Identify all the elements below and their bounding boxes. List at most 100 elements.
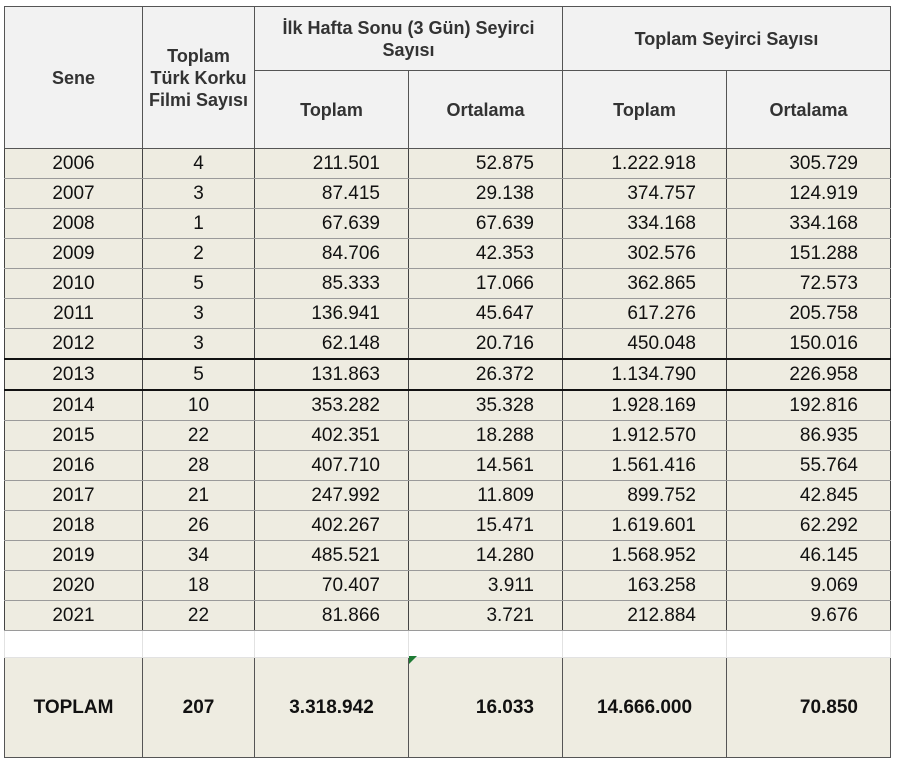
subheader-all-total[interactable]: Toplam bbox=[562, 70, 727, 149]
blank-cell[interactable] bbox=[142, 630, 255, 658]
cell-all-average[interactable]: 334.168 bbox=[726, 208, 891, 239]
cell-all-average[interactable]: 124.919 bbox=[726, 178, 891, 209]
cell-all-average[interactable]: 9.676 bbox=[726, 600, 891, 631]
cell-year[interactable]: 2014 bbox=[4, 390, 143, 421]
cell-year[interactable]: 2010 bbox=[4, 268, 143, 299]
cell-film-count[interactable]: 3 bbox=[142, 298, 255, 329]
cell-film-count[interactable]: 21 bbox=[142, 480, 255, 511]
cell-film-count[interactable]: 4 bbox=[142, 148, 255, 179]
header-film-count[interactable]: Toplam Türk Korku Filmi Sayısı bbox=[142, 6, 255, 149]
cell-opening-total[interactable]: 211.501 bbox=[254, 148, 409, 179]
blank-cell[interactable] bbox=[408, 630, 563, 658]
cell-all-total[interactable]: 1.222.918 bbox=[562, 148, 727, 179]
cell-film-count[interactable]: 2 bbox=[142, 238, 255, 269]
header-opening-weekend[interactable]: İlk Hafta Sonu (3 Gün) Seyirci Sayısı bbox=[254, 6, 563, 71]
cell-opening-average[interactable]: 45.647 bbox=[408, 298, 563, 329]
cell-all-average[interactable]: 55.764 bbox=[726, 450, 891, 481]
cell-opening-average[interactable]: 18.288 bbox=[408, 420, 563, 451]
cell-all-total[interactable]: 302.576 bbox=[562, 238, 727, 269]
cell-all-average[interactable]: 151.288 bbox=[726, 238, 891, 269]
total-opening-total[interactable]: 3.318.942 bbox=[254, 657, 409, 758]
cell-all-average[interactable]: 86.935 bbox=[726, 420, 891, 451]
cell-film-count[interactable]: 5 bbox=[142, 268, 255, 299]
cell-film-count[interactable]: 10 bbox=[142, 390, 255, 421]
cell-opening-average[interactable]: 52.875 bbox=[408, 148, 563, 179]
cell-all-average[interactable]: 150.016 bbox=[726, 328, 891, 360]
cell-film-count[interactable]: 18 bbox=[142, 570, 255, 601]
cell-all-average[interactable]: 42.845 bbox=[726, 480, 891, 511]
cell-all-total[interactable]: 899.752 bbox=[562, 480, 727, 511]
cell-opening-total[interactable]: 485.521 bbox=[254, 540, 409, 571]
cell-year[interactable]: 2020 bbox=[4, 570, 143, 601]
cell-opening-average[interactable]: 3.911 bbox=[408, 570, 563, 601]
cell-film-count[interactable]: 26 bbox=[142, 510, 255, 541]
cell-all-total[interactable]: 1.568.952 bbox=[562, 540, 727, 571]
cell-year[interactable]: 2021 bbox=[4, 600, 143, 631]
blank-cell[interactable] bbox=[254, 630, 409, 658]
cell-all-average[interactable]: 46.145 bbox=[726, 540, 891, 571]
subheader-all-average[interactable]: Ortalama bbox=[726, 70, 891, 149]
cell-opening-total[interactable]: 407.710 bbox=[254, 450, 409, 481]
cell-opening-average[interactable]: 3.721 bbox=[408, 600, 563, 631]
cell-opening-total[interactable]: 70.407 bbox=[254, 570, 409, 601]
cell-opening-total[interactable]: 62.148 bbox=[254, 328, 409, 360]
cell-year[interactable]: 2012 bbox=[4, 328, 143, 360]
cell-year[interactable]: 2018 bbox=[4, 510, 143, 541]
cell-opening-average[interactable]: 42.353 bbox=[408, 238, 563, 269]
cell-opening-average[interactable]: 11.809 bbox=[408, 480, 563, 511]
cell-all-total[interactable]: 1.134.790 bbox=[562, 359, 727, 391]
cell-opening-average[interactable]: 29.138 bbox=[408, 178, 563, 209]
cell-film-count[interactable]: 22 bbox=[142, 600, 255, 631]
cell-all-total[interactable]: 374.757 bbox=[562, 178, 727, 209]
cell-opening-average[interactable]: 26.372 bbox=[408, 359, 563, 391]
cell-opening-average[interactable]: 17.066 bbox=[408, 268, 563, 299]
cell-all-total[interactable]: 362.865 bbox=[562, 268, 727, 299]
cell-opening-total[interactable]: 402.351 bbox=[254, 420, 409, 451]
cell-film-count[interactable]: 22 bbox=[142, 420, 255, 451]
cell-opening-average[interactable]: 14.280 bbox=[408, 540, 563, 571]
cell-opening-total[interactable]: 402.267 bbox=[254, 510, 409, 541]
cell-year[interactable]: 2007 bbox=[4, 178, 143, 209]
cell-opening-average[interactable]: 35.328 bbox=[408, 390, 563, 421]
cell-opening-total[interactable]: 67.639 bbox=[254, 208, 409, 239]
cell-all-total[interactable]: 163.258 bbox=[562, 570, 727, 601]
cell-opening-total[interactable]: 85.333 bbox=[254, 268, 409, 299]
cell-film-count[interactable]: 3 bbox=[142, 178, 255, 209]
cell-all-average[interactable]: 192.816 bbox=[726, 390, 891, 421]
cell-all-total[interactable]: 1.619.601 bbox=[562, 510, 727, 541]
cell-year[interactable]: 2019 bbox=[4, 540, 143, 571]
cell-opening-average[interactable]: 15.471 bbox=[408, 510, 563, 541]
cell-film-count[interactable]: 5 bbox=[142, 359, 255, 391]
blank-cell[interactable] bbox=[4, 630, 143, 658]
total-opening-average[interactable]: 16.033 bbox=[408, 657, 563, 758]
cell-opening-total[interactable]: 353.282 bbox=[254, 390, 409, 421]
cell-year[interactable]: 2006 bbox=[4, 148, 143, 179]
cell-year[interactable]: 2011 bbox=[4, 298, 143, 329]
cell-opening-total[interactable]: 247.992 bbox=[254, 480, 409, 511]
total-label[interactable]: TOPLAM bbox=[4, 657, 143, 758]
subheader-opening-average[interactable]: Ortalama bbox=[408, 70, 563, 149]
cell-all-total[interactable]: 1.561.416 bbox=[562, 450, 727, 481]
cell-opening-average[interactable]: 14.561 bbox=[408, 450, 563, 481]
cell-opening-total[interactable]: 136.941 bbox=[254, 298, 409, 329]
cell-year[interactable]: 2013 bbox=[4, 359, 143, 391]
cell-opening-total[interactable]: 131.863 bbox=[254, 359, 409, 391]
cell-opening-total[interactable]: 87.415 bbox=[254, 178, 409, 209]
cell-opening-average[interactable]: 20.716 bbox=[408, 328, 563, 360]
cell-film-count[interactable]: 3 bbox=[142, 328, 255, 360]
cell-all-average[interactable]: 72.573 bbox=[726, 268, 891, 299]
cell-all-average[interactable]: 205.758 bbox=[726, 298, 891, 329]
cell-all-total[interactable]: 334.168 bbox=[562, 208, 727, 239]
cell-all-average[interactable]: 226.958 bbox=[726, 359, 891, 391]
blank-cell[interactable] bbox=[562, 630, 727, 658]
cell-film-count[interactable]: 28 bbox=[142, 450, 255, 481]
header-year[interactable]: Sene bbox=[4, 6, 143, 149]
cell-year[interactable]: 2016 bbox=[4, 450, 143, 481]
cell-opening-average[interactable]: 67.639 bbox=[408, 208, 563, 239]
cell-year[interactable]: 2015 bbox=[4, 420, 143, 451]
cell-opening-total[interactable]: 81.866 bbox=[254, 600, 409, 631]
cell-opening-total[interactable]: 84.706 bbox=[254, 238, 409, 269]
cell-all-total[interactable]: 1.928.169 bbox=[562, 390, 727, 421]
cell-all-average[interactable]: 62.292 bbox=[726, 510, 891, 541]
blank-cell[interactable] bbox=[726, 630, 891, 658]
